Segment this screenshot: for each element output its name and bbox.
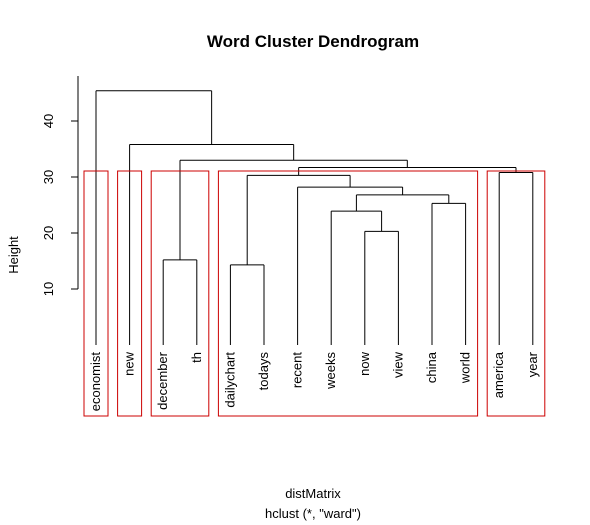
leaf-label: year [525, 351, 540, 377]
leaf-label: recent [290, 352, 305, 389]
y-axis: 10 20 30 40 [41, 76, 79, 296]
dendrogram-tree [95, 90, 534, 345]
leaf-labels: economist new december th dailychart todays re… [88, 351, 540, 411]
leaf-label: world [458, 352, 473, 384]
y-tick-label: 10 [41, 282, 56, 296]
cluster-box [217, 170, 479, 417]
leaf-label: now [357, 351, 372, 375]
leaf-label: december [155, 351, 170, 409]
cluster-box [83, 170, 109, 417]
y-tick-label: 40 [41, 114, 56, 128]
leaf-label: new [122, 351, 137, 375]
leaf-label: view [390, 351, 405, 378]
y-axis-label: Height [6, 236, 21, 274]
leaf-label: china [424, 351, 439, 383]
cluster-box [150, 170, 210, 417]
x-axis-label: distMatrix [285, 486, 341, 501]
leaf-label: th [189, 352, 204, 363]
method-label: hclust (*, "ward") [265, 506, 361, 521]
leaf-label: dailychart [222, 352, 237, 408]
cluster-box [117, 170, 143, 417]
cluster-boxes [83, 170, 546, 417]
y-tick-label: 30 [41, 170, 56, 184]
leaf-label: todays [256, 352, 271, 391]
leaf-label: america [491, 351, 506, 398]
chart-title: Word Cluster Dendrogram [207, 32, 419, 51]
y-tick-label: 20 [41, 226, 56, 240]
cluster-box [486, 170, 546, 417]
leaf-label: weeks [323, 352, 338, 390]
leaf-label: economist [88, 352, 103, 412]
